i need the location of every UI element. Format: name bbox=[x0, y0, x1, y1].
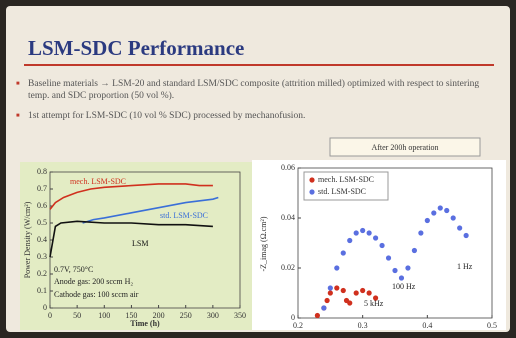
point bbox=[438, 205, 443, 210]
point bbox=[418, 230, 423, 235]
x-tick-label: 0.5 bbox=[487, 321, 497, 330]
x-tick-label: 0.2 bbox=[293, 321, 303, 330]
annotation: 100 Hz bbox=[392, 282, 416, 291]
slide: LSM-SDC Performance Baseline materials →… bbox=[6, 6, 510, 332]
x-tick-label: 100 bbox=[98, 311, 110, 320]
x-tick-label: 300 bbox=[207, 311, 219, 320]
x-tick-label: 0.3 bbox=[358, 321, 368, 330]
y-tick-label: 0.5 bbox=[37, 218, 47, 227]
page: LSM-SDC Performance Baseline materials →… bbox=[0, 0, 516, 338]
point bbox=[457, 225, 462, 230]
point bbox=[444, 208, 449, 213]
point bbox=[328, 285, 333, 290]
point bbox=[405, 265, 410, 270]
annotation: 5 kHz bbox=[364, 299, 384, 308]
annotation: 0.7V, 750°C bbox=[54, 265, 93, 274]
y-tick-label: 0.2 bbox=[37, 269, 47, 278]
point bbox=[325, 298, 330, 303]
point bbox=[412, 248, 417, 253]
point bbox=[347, 300, 352, 305]
y-tick-label: 0.06 bbox=[281, 163, 295, 172]
point bbox=[334, 265, 339, 270]
point bbox=[373, 235, 378, 240]
point bbox=[360, 288, 365, 293]
point bbox=[431, 210, 436, 215]
y-tick-label: 0.6 bbox=[37, 201, 47, 210]
legend-marker bbox=[309, 177, 314, 182]
bullet: Baseline materials → LSM-20 and standard… bbox=[20, 78, 490, 102]
annotation: 1 Hz bbox=[457, 262, 473, 271]
legend-marker bbox=[309, 189, 314, 194]
point bbox=[334, 285, 339, 290]
point bbox=[328, 290, 333, 295]
y-tick-label: 0 bbox=[43, 303, 47, 312]
point bbox=[315, 313, 320, 318]
point bbox=[354, 290, 359, 295]
x-tick-label: 0.4 bbox=[422, 321, 432, 330]
x-tick-label: 350 bbox=[234, 311, 246, 320]
title-rule bbox=[24, 64, 494, 66]
legend-label: mech. LSM-SDC bbox=[318, 175, 374, 184]
series-label: std. LSM-SDC bbox=[160, 211, 208, 220]
chart-title: After 200h operation bbox=[371, 143, 438, 152]
y-tick-label: 0.04 bbox=[281, 213, 295, 222]
y-axis-label: Power Density (W/cm²) bbox=[23, 201, 32, 278]
bullet-text: Baseline materials → LSM-20 and standard… bbox=[20, 78, 490, 102]
y-tick-label: 0.3 bbox=[37, 252, 47, 261]
point bbox=[321, 305, 326, 310]
bullet: 1st attempt for LSM-SDC (10 vol % SDC) p… bbox=[20, 110, 490, 122]
x-tick-label: 250 bbox=[180, 311, 192, 320]
series-label: LSM bbox=[132, 239, 148, 248]
annotation: Cathode gas: 100 sccm air bbox=[54, 290, 139, 299]
point bbox=[379, 243, 384, 248]
point bbox=[341, 250, 346, 255]
point bbox=[360, 228, 365, 233]
x-tick-label: 50 bbox=[73, 311, 81, 320]
y-tick-label: 0.4 bbox=[37, 235, 47, 244]
legend-label: std. LSM-SDC bbox=[318, 187, 366, 196]
y-tick-label: 0.1 bbox=[37, 286, 47, 295]
point bbox=[399, 275, 404, 280]
y-tick-label: 0.8 bbox=[37, 167, 47, 176]
y-axis-label: -Z_imag (Ω.cm²) bbox=[259, 216, 268, 271]
point bbox=[347, 238, 352, 243]
point bbox=[367, 230, 372, 235]
point bbox=[451, 215, 456, 220]
series-label: mech. LSM-SDC bbox=[70, 177, 126, 186]
bullet-text: 1st attempt for LSM-SDC (10 vol % SDC) p… bbox=[20, 110, 490, 122]
point bbox=[425, 218, 430, 223]
point bbox=[367, 290, 372, 295]
x-axis-label: Time (h) bbox=[130, 319, 160, 328]
point bbox=[341, 288, 346, 293]
point bbox=[386, 255, 391, 260]
x-tick-label: 0 bbox=[48, 311, 52, 320]
point bbox=[464, 233, 469, 238]
y-tick-label: 0.02 bbox=[281, 263, 295, 272]
slide-title: LSM-SDC Performance bbox=[28, 36, 244, 61]
point bbox=[373, 295, 378, 300]
annotation: Anode gas: 200 sccm H₂ bbox=[54, 277, 133, 286]
point bbox=[354, 230, 359, 235]
y-tick-label: 0.7 bbox=[37, 184, 47, 193]
point bbox=[392, 268, 397, 273]
